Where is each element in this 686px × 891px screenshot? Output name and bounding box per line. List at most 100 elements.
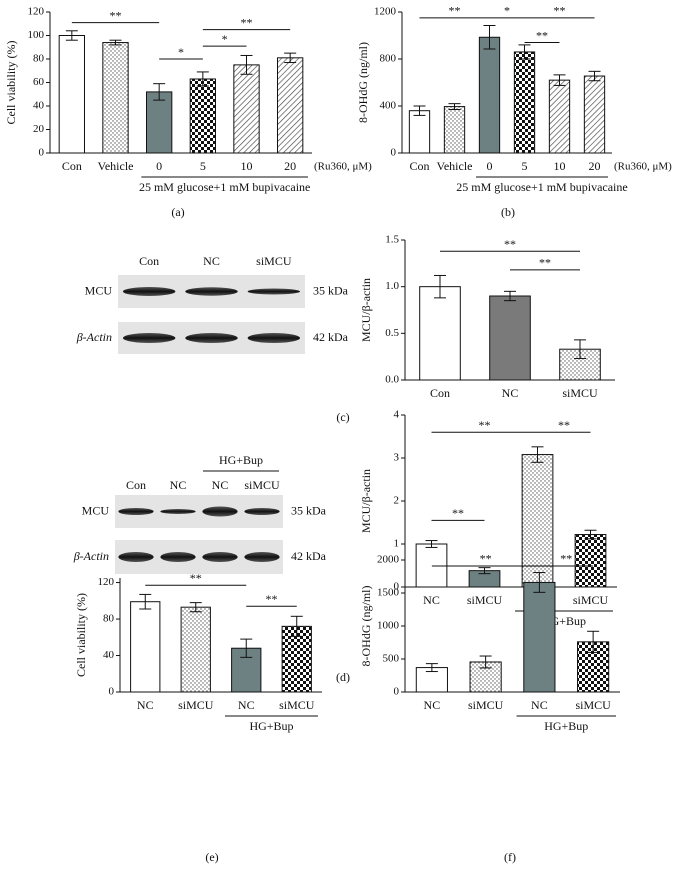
lane-label: NC xyxy=(203,254,220,268)
y-tick-label: 40 xyxy=(33,100,45,112)
bar xyxy=(583,75,606,154)
bar xyxy=(574,534,607,588)
bar xyxy=(180,606,211,693)
bar xyxy=(419,286,461,381)
lane-label: NC xyxy=(212,478,229,492)
bar xyxy=(443,106,466,154)
significance-label: ** xyxy=(449,4,461,18)
significance-label: ** xyxy=(479,418,491,432)
blot-band xyxy=(202,506,238,517)
y-tick-label: 20 xyxy=(33,123,45,135)
bar xyxy=(548,79,571,154)
y-axis-label: Cell viability (%) xyxy=(74,593,88,677)
lane-label: siMCU xyxy=(256,254,292,268)
y-tick-label: 0 xyxy=(39,147,45,159)
blot-band xyxy=(244,508,280,515)
x-tick-label: siMCU xyxy=(575,698,611,712)
panel-label: (c) xyxy=(336,410,349,424)
y-tick-label: 3 xyxy=(394,452,400,464)
row-label: MCU xyxy=(82,503,110,517)
group-label: 25 mM glucose+1 mM bupivacaine xyxy=(456,180,627,194)
y-tick-label: 1000 xyxy=(377,620,400,632)
y-tick-label: 2000 xyxy=(377,554,400,566)
x-tick-label: siMCU xyxy=(562,386,598,400)
blot-band xyxy=(122,333,176,343)
blot-band xyxy=(185,333,238,343)
significance-label: ** xyxy=(452,506,464,520)
bar xyxy=(489,295,531,381)
x-tick-label: NC xyxy=(531,698,548,712)
blot-band xyxy=(118,508,154,515)
significance-label: ** xyxy=(504,237,516,251)
significance-label: * xyxy=(222,32,228,46)
x-tick-label: 0 xyxy=(487,159,493,173)
blot-band xyxy=(160,552,196,562)
panel-label: (b) xyxy=(501,205,515,219)
significance-label: ** xyxy=(110,8,122,22)
y-tick-label: 4 xyxy=(394,409,400,421)
y-tick-label: 0 xyxy=(394,686,400,698)
x-tick-label: siMCU xyxy=(279,698,315,712)
significance-label: ** xyxy=(241,15,253,29)
blot-band xyxy=(122,287,176,296)
y-axis-label: 8-OHdG (ng/ml) xyxy=(356,42,370,123)
y-tick-label: 100 xyxy=(28,29,45,41)
unit-label: (Ru360, μM) xyxy=(614,161,672,173)
row-label: MCU xyxy=(85,283,113,297)
y-tick-label: 400 xyxy=(380,100,397,112)
group-label: HG+Bup xyxy=(544,719,588,733)
y-tick-label: 0 xyxy=(394,581,400,593)
unit-label: (Ru360, μM) xyxy=(314,161,372,173)
blot-band xyxy=(160,509,196,514)
group-label: 25 mM glucose+1 mM bupivacaine xyxy=(139,180,310,194)
y-tick-label: 1 xyxy=(394,538,400,550)
x-tick-label: Con xyxy=(409,159,429,173)
y-axis-label: 8-OHdG (ng/ml) xyxy=(359,586,373,667)
x-tick-label: 10 xyxy=(554,159,566,173)
panel-label: (a) xyxy=(171,205,184,219)
x-tick-label: NC xyxy=(423,593,440,607)
y-tick-label: 40 xyxy=(103,649,115,661)
y-tick-label: 800 xyxy=(380,53,397,65)
y-tick-label: 120 xyxy=(28,6,45,18)
bar xyxy=(58,35,85,154)
panel-label: (e) xyxy=(205,850,218,864)
x-tick-label: Con xyxy=(430,386,450,400)
significance-label: ** xyxy=(536,28,548,42)
x-tick-label: Con xyxy=(62,159,82,173)
lane-label: Con xyxy=(126,478,146,492)
y-tick-label: 80 xyxy=(103,613,115,625)
bar xyxy=(130,601,161,693)
x-tick-label: Vehicle xyxy=(98,159,134,173)
blot-band xyxy=(247,288,301,295)
y-tick-label: 0 xyxy=(391,147,397,159)
y-tick-label: 2 xyxy=(394,495,400,507)
x-tick-label: 0 xyxy=(156,159,162,173)
bar xyxy=(523,581,556,693)
significance-label: ** xyxy=(480,552,492,566)
x-tick-label: NC xyxy=(424,698,441,712)
bar xyxy=(281,625,312,693)
bar xyxy=(478,36,501,154)
bar xyxy=(233,64,260,154)
lane-label: Con xyxy=(139,254,159,268)
significance-label: ** xyxy=(560,552,572,566)
bar xyxy=(189,78,216,154)
group-label: HG+Bup xyxy=(249,719,293,733)
y-tick-label: 0 xyxy=(109,686,115,698)
panel-label: (f) xyxy=(504,850,516,864)
y-tick-label: 60 xyxy=(33,76,45,88)
y-tick-label: 1.5 xyxy=(385,234,399,246)
x-tick-label: 10 xyxy=(241,159,253,173)
lane-label: siMCU xyxy=(244,478,280,492)
y-axis-label: MCU/β-actin xyxy=(359,278,373,342)
significance-label: ** xyxy=(539,256,551,270)
x-tick-label: siMCU xyxy=(573,593,609,607)
x-tick-label: 5 xyxy=(200,159,206,173)
size-label: 42 kDa xyxy=(291,549,327,563)
panel-label: (d) xyxy=(336,670,350,684)
y-tick-label: 120 xyxy=(98,576,115,588)
y-axis-label: Cell viability (%) xyxy=(4,41,18,125)
x-tick-label: 20 xyxy=(284,159,296,173)
x-tick-label: 5 xyxy=(522,159,528,173)
